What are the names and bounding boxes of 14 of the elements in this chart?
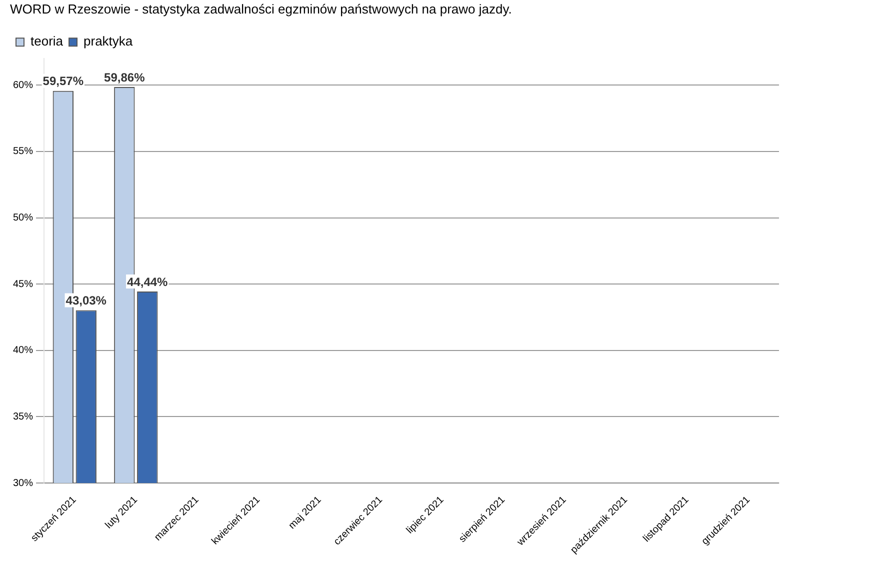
y-tick-label: 55%: [13, 146, 34, 158]
y-tick-label: 50%: [13, 212, 34, 224]
chart-title: WORD w Rzeszowie - statystyka zadwalności egzminów państwowych na prawo jazdy.: [10, 1, 512, 16]
y-tick-label: 30%: [13, 478, 34, 489]
y-tick-label: 35%: [13, 411, 34, 422]
data-label: 43,03%: [66, 294, 107, 308]
y-tick-label: 60%: [13, 80, 34, 91]
data-label: 59,86%: [104, 70, 146, 84]
data-label: 44,44%: [127, 274, 168, 289]
y-tick-label: 40%: [13, 345, 34, 356]
legend-label: praktyka: [84, 34, 134, 49]
y-tick-label: 45%: [13, 278, 34, 290]
legend-label: teoria: [30, 34, 64, 49]
data-label: 59,57%: [42, 74, 84, 88]
